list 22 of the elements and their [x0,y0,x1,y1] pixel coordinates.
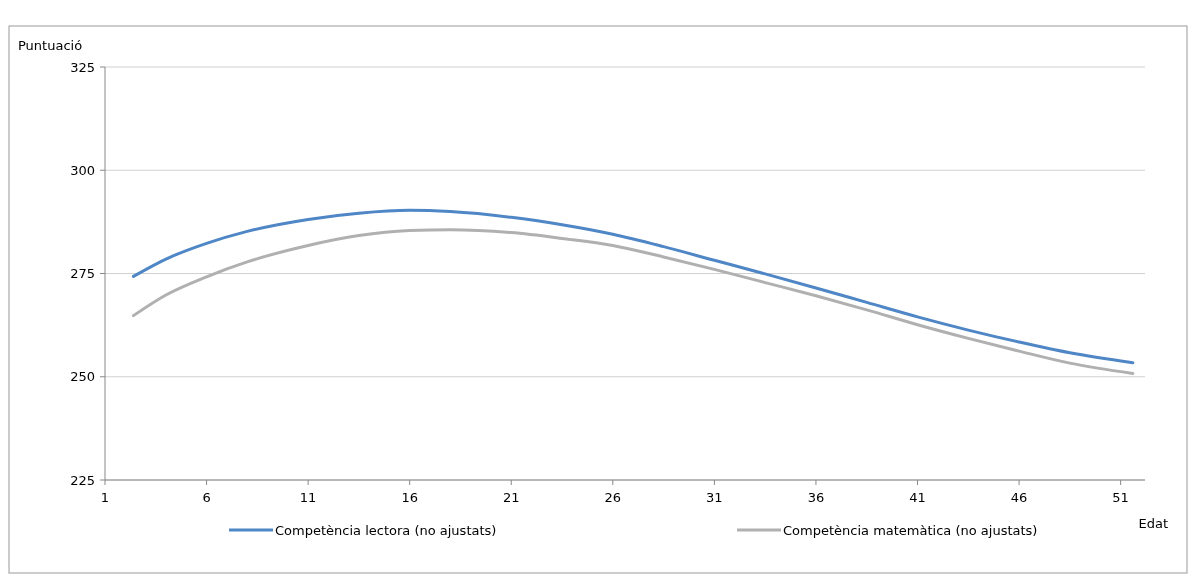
y-tick-label: 300 [70,162,95,178]
x-tick-label: 6 [202,490,211,505]
x-tick-label: 16 [401,490,418,505]
line-series [131,228,1135,375]
x-tick-label: 26 [604,490,622,505]
x-tick-label: 21 [502,490,520,505]
x-tick-label: 46 [1010,490,1028,505]
x-tick-label: 41 [909,490,926,505]
y-tick-label: 250 [70,369,95,385]
legend-label: Competència lectora (no ajustats) [275,522,497,538]
x-axis-title: Edat [1138,516,1168,531]
y-tick-label: 225 [70,472,95,488]
line-series [131,208,1135,365]
x-tick-label: 11 [299,490,317,505]
y-axis-title: Puntuació [18,38,83,53]
x-tick-label: 1 [100,490,110,505]
y-tick-label: 275 [70,266,95,282]
x-tick-label: 31 [706,490,723,505]
legend-label: Competència matemàtica (no ajustats) [783,522,1038,538]
x-tick-label: 51 [1112,490,1129,505]
x-tick-label: 36 [807,490,825,505]
y-tick-label: 325 [70,59,95,75]
